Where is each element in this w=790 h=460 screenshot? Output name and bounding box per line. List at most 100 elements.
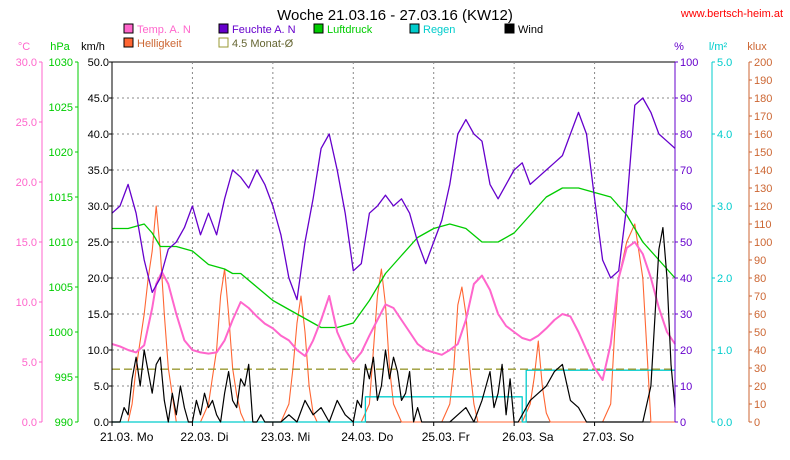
series-feuchte-a-n [111,97,676,301]
tick-label-wind: 10.0 [88,345,109,357]
tick-label-hum: 40 [680,273,692,285]
tick-label-press: 995 [55,372,73,384]
tick-label-wind: 40.0 [88,129,109,141]
tick-label-wind: 35.0 [88,165,109,177]
tick-label-lux: 140 [754,165,772,177]
tick-label-wind: 50.0 [88,57,109,69]
tick-label-lux: 10 [754,399,766,411]
x-tick-label: 25.03. Fr [422,430,470,444]
axis-unit-temp: °C [18,41,30,53]
tick-label-wind: 0.0 [94,417,109,429]
legend-label: Helligkeit [137,38,182,50]
tick-label-rain: 1.0 [717,345,732,357]
tick-label-hum: 50 [680,237,692,249]
legend-label: Luftdruck [327,24,373,36]
tick-label-lux: 90 [754,255,766,267]
tick-label-hum: 10 [680,381,692,393]
tick-label-lux: 190 [754,75,772,87]
tick-label-rain: 5.0 [717,57,732,69]
tick-label-hum: 0 [680,417,686,429]
tick-label-lux: 110 [754,219,772,231]
tick-label-press: 1020 [49,147,73,159]
axis-wind: km/h 0.0 5.0 10.0 15.0 20.0 25.0 30.0 35.0 40.0 45… [81,41,113,429]
axis-unit-wind: km/h [81,41,105,53]
axis-lux: klux 0 10 20 30 40 50 60 70 80 90 100 110 120 130 140 15… [747,41,772,429]
legend-label: Wind [518,24,543,36]
legend-item: Temp. A. N [123,23,191,36]
x-tick-label: 24.03. Do [341,430,393,444]
tick-label-temp: 0.0 [22,417,37,429]
tick-label-rain: 3.0 [717,201,732,213]
axis-press: hPa 990 995 1000 1005 1010 1015 1020 1025 1030 [49,41,79,429]
tick-label-lux: 70 [754,291,766,303]
legend-item: Regen [409,23,455,36]
source-link[interactable]: www.bertsch-heim.at [680,8,783,20]
tick-label-hum: 100 [680,57,698,69]
x-axis: 21.03. Mo 22.03. Di 23.03. Mi 24.03. Do 25.0… [100,422,634,444]
tick-label-lux: 150 [754,147,772,159]
tick-label-lux: 170 [754,111,772,123]
tick-label-wind: 30.0 [88,201,109,213]
series-temp-a-n [111,241,676,381]
tick-label-lux: 130 [754,183,772,195]
tick-label-lux: 100 [754,237,772,249]
axis-unit-rain: l/m² [709,41,728,53]
tick-label-wind: 15.0 [88,309,109,321]
chart-title: Woche 21.03.16 - 27.03.16 (KW12) [277,7,513,24]
axis-rain: l/m² 0.0 1.0 2.0 3.0 4.0 5.0 [709,41,732,429]
tick-label-press: 1010 [49,237,73,249]
tick-label-rain: 0.0 [717,417,732,429]
tick-label-rain: 2.0 [717,273,732,285]
tick-label-lux: 30 [754,363,766,375]
axis-unit-lux: klux [747,41,767,53]
legend-item: Feuchte A. N [218,23,296,36]
tick-label-press: 1015 [49,192,73,204]
tick-label-lux: 60 [754,309,766,321]
legend-swatch [504,23,515,34]
tick-label-temp: 25.0 [16,117,37,129]
axis-hum: % 0 10 20 30 40 50 60 70 80 90 100 [674,41,698,429]
legend-swatch [218,37,229,48]
legend: Temp. A. N Feuchte A. N Luftdruck Regen Wind… [123,23,543,50]
tick-label-wind: 5.0 [94,381,109,393]
tick-label-press: 990 [55,417,73,429]
tick-label-lux: 180 [754,93,772,105]
tick-label-lux: 0 [754,417,760,429]
tick-label-hum: 90 [680,93,692,105]
tick-label-lux: 200 [754,57,772,69]
tick-label-wind: 25.0 [88,237,109,249]
tick-label-lux: 160 [754,129,772,141]
tick-label-temp: 10.0 [16,297,37,309]
series-helligkeit [112,205,675,423]
legend-swatch [218,23,229,34]
tick-label-hum: 20 [680,345,692,357]
tick-label-press: 1025 [49,102,73,114]
series-layer [111,97,676,423]
legend-swatch [409,23,420,34]
legend-item: Wind [504,23,543,36]
legend-item: Helligkeit [123,37,182,50]
legend-item: Luftdruck [313,23,373,36]
series-wind [112,227,676,423]
tick-label-hum: 80 [680,129,692,141]
x-tick-label: 27.03. So [583,430,635,444]
tick-label-lux: 120 [754,201,772,213]
tick-label-wind: 20.0 [88,273,109,285]
axes-layer: °C0.05.010.015.020.025.030.0hPa990995100… [16,41,773,444]
tick-label-hum: 70 [680,165,692,177]
tick-label-hum: 60 [680,201,692,213]
tick-label-temp: 15.0 [16,237,37,249]
x-tick-label: 23.03. Mi [261,430,310,444]
tick-label-press: 1000 [49,327,73,339]
x-tick-label: 22.03. Di [180,430,228,444]
axis-unit-press: hPa [50,41,70,53]
tick-label-press: 1005 [49,282,73,294]
tick-label-press: 1030 [49,57,73,69]
legend-item: 4.5 Monat-Ø [218,37,294,50]
axis-unit-hum: % [674,41,684,53]
x-tick-label: 26.03. Sa [502,430,554,444]
x-tick-label: 21.03. Mo [100,430,154,444]
legend-label: 4.5 Monat-Ø [232,38,294,50]
series-regen [112,369,675,423]
